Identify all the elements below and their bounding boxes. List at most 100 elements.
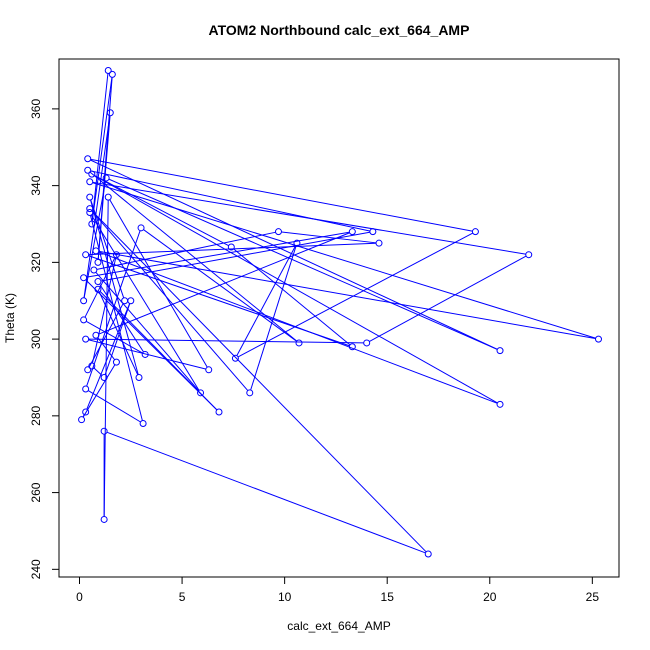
series-segment (86, 321, 143, 354)
data-point (246, 389, 254, 397)
data-point (112, 358, 120, 366)
data-point (227, 243, 235, 251)
series-lines (82, 73, 596, 554)
series-segment (281, 231, 376, 244)
data-point (80, 297, 88, 305)
data-point (369, 228, 377, 236)
y-axis: 240 260 280 300 320 340 360 (29, 99, 60, 579)
data-point (102, 174, 110, 182)
data-point (92, 247, 100, 255)
data-point (104, 193, 112, 201)
data-point (100, 373, 108, 381)
data-point (121, 297, 129, 305)
data-point (135, 373, 143, 381)
series-segment (86, 303, 131, 410)
data-point (594, 335, 602, 343)
x-axis-label: calc_ext_664_AMP (287, 619, 390, 633)
series-segment (86, 230, 141, 387)
series-segment (108, 178, 498, 350)
series-segment (369, 255, 527, 342)
series-segment (90, 170, 370, 232)
x-tick-label: 10 (278, 590, 292, 604)
series-segment (90, 200, 139, 375)
data-point (86, 193, 94, 201)
data-point (375, 239, 383, 247)
y-tick-label: 300 (29, 329, 43, 349)
series-segment (88, 255, 350, 347)
x-tick-label: 0 (76, 590, 83, 604)
series-points (78, 67, 602, 558)
data-point (88, 362, 96, 370)
series-segment (92, 182, 596, 339)
x-tick-label: 25 (586, 590, 600, 604)
data-point (471, 228, 479, 236)
data-point (104, 67, 112, 75)
series-segment (91, 210, 427, 553)
series-segment (106, 431, 426, 554)
data-point (496, 400, 504, 408)
chart-title: ATOM2 Northbound calc_ext_664_AMP (209, 22, 470, 38)
data-point (88, 170, 96, 178)
x-tick-label: 5 (179, 590, 186, 604)
data-point (141, 350, 149, 358)
x-tick-label: 20 (483, 590, 497, 604)
series-segment (88, 390, 141, 423)
series-segment (91, 77, 113, 221)
y-tick-label: 240 (29, 559, 43, 579)
x-axis: 0 5 10 15 20 25 (76, 576, 600, 604)
series-segment (86, 231, 350, 278)
series-segment (238, 232, 473, 358)
series-segment (236, 245, 296, 356)
y-tick-label: 280 (29, 406, 43, 426)
data-point (424, 550, 432, 558)
data-point (108, 70, 116, 78)
series-segment (98, 232, 350, 335)
data-point (139, 420, 147, 428)
y-tick-label: 260 (29, 482, 43, 502)
data-point (82, 408, 90, 416)
data-point (274, 228, 282, 236)
series-segment (90, 200, 125, 298)
data-point (197, 389, 205, 397)
series-segment (82, 364, 116, 418)
series-segment (98, 250, 596, 340)
data-point (295, 339, 303, 347)
y-tick-label: 340 (29, 175, 43, 195)
data-point (86, 208, 94, 216)
data-point (90, 266, 98, 274)
series-segment (91, 73, 109, 221)
data-point (348, 228, 356, 236)
series-segment (97, 337, 115, 360)
data-point (78, 416, 86, 424)
data-point (205, 366, 213, 374)
series-segment (90, 158, 473, 232)
data-point (348, 343, 356, 351)
data-point (94, 278, 102, 286)
series-segment (83, 115, 111, 298)
data-point (496, 347, 504, 355)
data-point (82, 335, 90, 343)
data-point (84, 166, 92, 174)
series-segment (88, 303, 124, 368)
data-point (84, 155, 92, 163)
x-tick-label: 15 (381, 590, 395, 604)
data-point (80, 274, 88, 282)
series-segment (94, 175, 229, 246)
y-tick-label: 360 (29, 99, 43, 119)
data-point (293, 239, 301, 247)
series-segment (91, 210, 249, 391)
data-point (100, 515, 108, 523)
series-segment (99, 291, 218, 411)
data-point (112, 251, 120, 259)
y-axis-label: Theta (K) (3, 293, 17, 343)
y-tick-label: 320 (29, 252, 43, 272)
series-segment (94, 175, 498, 404)
data-point (82, 251, 90, 259)
series-segment (95, 272, 199, 391)
data-point (94, 285, 102, 293)
series-segment (83, 181, 107, 298)
series-segment (92, 257, 117, 363)
data-point (86, 205, 94, 213)
data-point (92, 331, 100, 339)
